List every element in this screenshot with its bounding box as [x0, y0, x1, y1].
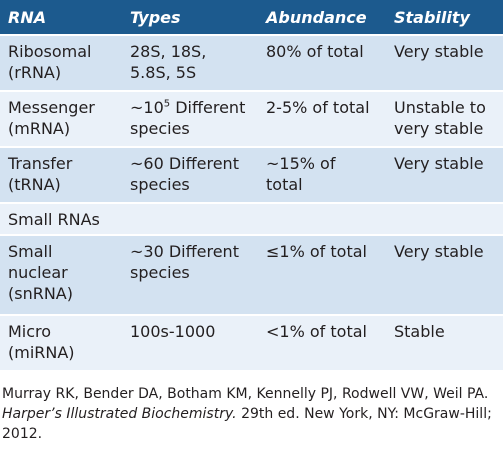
cell-line: nuclear: [8, 263, 68, 282]
table-row: Micro (miRNA) 100s-1000 <1% of total Stable: [0, 316, 503, 372]
cell-line: 5.8S, 5S: [130, 63, 197, 82]
cell-line: 80% of total: [266, 42, 364, 61]
cell-line: Very stable: [394, 242, 484, 261]
cell-line: ~30 Different: [130, 242, 239, 261]
table-cell: ~60 Different species: [130, 153, 239, 195]
table-cell: Unstable to very stable: [394, 97, 486, 139]
text: Different: [170, 98, 246, 117]
cell-line: ~15% of: [266, 154, 336, 173]
header-cell: RNA: [8, 8, 47, 27]
cell-line: ≤1% of total: [266, 242, 367, 261]
cell-line: ~105 Different: [130, 97, 245, 118]
table-cell: 2-5% of total: [266, 97, 370, 118]
table-cell: Micro (miRNA): [8, 321, 75, 363]
cell-line: (snRNA): [8, 284, 73, 303]
header-row: RNA Types Abundance Stability: [0, 0, 503, 36]
header-cell: Stability: [394, 8, 470, 27]
cell-line: Micro: [8, 322, 52, 341]
table-cell: Very stable: [394, 153, 484, 174]
cell-line: ~60 Different: [130, 154, 239, 173]
cell-line: Stable: [394, 322, 445, 341]
table-row: Transfer (tRNA) ~60 Different species ~15% o…: [0, 148, 503, 204]
table-row: Ribosomal (rRNA) 28S, 18S, 5.8S, 5S 80% of t…: [0, 36, 503, 92]
table-cell: ~15% of total: [266, 153, 335, 195]
cell-line: Messenger: [8, 98, 95, 117]
cell-line: (miRNA): [8, 343, 75, 362]
table-cell: ~30 Different species: [130, 241, 239, 283]
cell-line: species: [130, 175, 190, 194]
header-cell: Types: [130, 8, 181, 27]
cell-line: very stable: [394, 119, 484, 138]
table-cell: ~105 Different species: [130, 97, 245, 139]
cell-line: Ribosomal: [8, 42, 92, 61]
table-cell: <1% of total: [266, 321, 367, 342]
cell-line: Transfer: [8, 154, 73, 173]
table-cell: Transfer (tRNA): [8, 153, 72, 195]
cell-line: 100s-1000: [130, 322, 216, 341]
citation-authors: Murray RK, Bender DA, Botham KM, Kennell…: [2, 386, 489, 402]
table-row: Small RNAs: [0, 204, 503, 236]
table-cell: 28S, 18S, 5.8S, 5S: [130, 41, 206, 83]
cell-line: Very stable: [394, 154, 484, 173]
cell-line: Small: [8, 242, 53, 261]
cell-line: total: [266, 175, 303, 194]
cell-line: 28S, 18S,: [130, 42, 207, 61]
cell-line: Small RNAs: [8, 210, 100, 229]
cell-line: Unstable to: [394, 98, 486, 117]
table-cell: Very stable: [394, 41, 484, 62]
table-cell: Small RNAs: [8, 209, 100, 230]
citation-title: Harper’s Illustrated Biochemistry.: [2, 406, 237, 422]
table-row: Small nuclear (snRNA) ~30 Different species ≤…: [0, 236, 503, 316]
cell-line: 2-5% of total: [266, 98, 370, 117]
cell-line: species: [130, 119, 190, 138]
table-cell: Ribosomal (rRNA): [8, 41, 91, 83]
table-cell: 100s-1000: [130, 321, 215, 342]
table-row: Messenger (mRNA) ~105 Different species 2-5%…: [0, 92, 503, 148]
cell-line: (tRNA): [8, 175, 61, 194]
cell-line: species: [130, 263, 190, 282]
cell-line: (mRNA): [8, 119, 71, 138]
text: ~10: [130, 98, 164, 117]
table-cell: Small nuclear (snRNA): [8, 241, 73, 304]
cell-line: Very stable: [394, 42, 484, 61]
cell-line: (rRNA): [8, 63, 62, 82]
table-cell: ≤1% of total: [266, 241, 367, 262]
table-cell: Stable: [394, 321, 445, 342]
table-cell: Very stable: [394, 241, 484, 262]
citation: Murray RK, Bender DA, Botham KM, Kennell…: [2, 384, 500, 444]
header-cell: Abundance: [266, 8, 367, 27]
table-cell: Messenger (mRNA): [8, 97, 95, 139]
table-cell: 80% of total: [266, 41, 364, 62]
superscript: 5: [163, 98, 171, 110]
citation-details: 29th ed. New York, NY: McGraw-Hill; 2012…: [2, 406, 492, 442]
cell-line: <1% of total: [266, 322, 367, 341]
